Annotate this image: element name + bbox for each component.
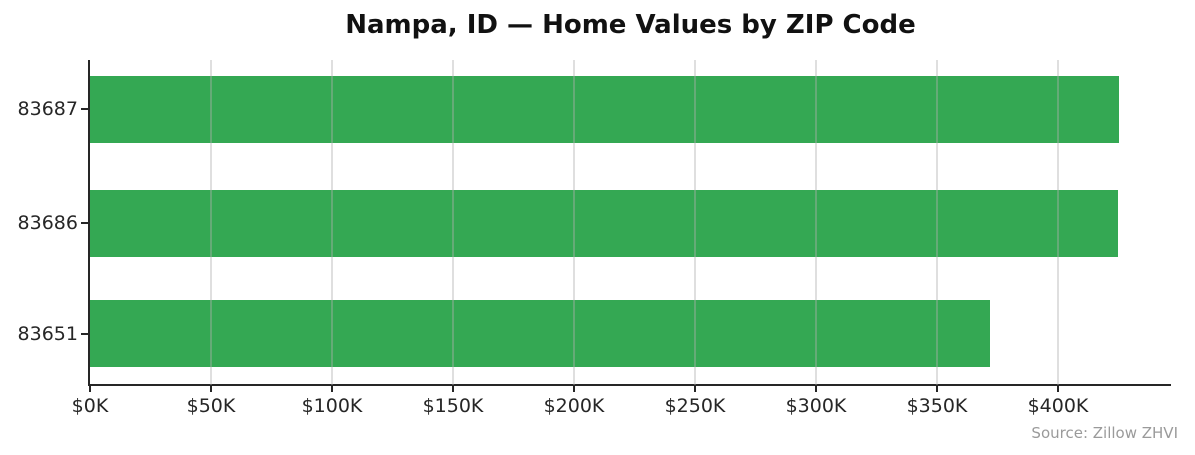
x-axis-tick-mark xyxy=(693,386,696,392)
x-axis-tick-label: $100K xyxy=(301,395,363,417)
x-axis-tick-label: $400K xyxy=(1027,395,1089,417)
x-axis-tick-mark xyxy=(209,386,212,392)
plot-area xyxy=(90,60,1171,385)
x-axis-tick-label: $300K xyxy=(785,395,847,417)
grid-line xyxy=(814,60,817,385)
y-axis-tick-mark xyxy=(81,222,88,225)
x-axis-spine xyxy=(88,384,1171,386)
bar-83686 xyxy=(90,189,1118,257)
x-axis-tick-label: $250K xyxy=(664,395,726,417)
x-axis-tick-mark xyxy=(1056,386,1059,392)
x-axis-tick-mark xyxy=(935,386,938,392)
grid-line xyxy=(209,60,212,385)
grid-line xyxy=(935,60,938,385)
bar-83687 xyxy=(90,75,1119,143)
x-axis-tick-mark xyxy=(451,386,454,392)
source-note: Source: Zillow ZHVI xyxy=(1031,424,1178,442)
x-axis-tick-label: $0K xyxy=(71,395,109,417)
y-axis-spine xyxy=(88,60,90,386)
x-axis-tick-label: $150K xyxy=(422,395,484,417)
x-axis-tick-label: $200K xyxy=(543,395,605,417)
grid-line xyxy=(330,60,333,385)
grid-line xyxy=(1056,60,1059,385)
grid-line xyxy=(693,60,696,385)
y-axis-tick-mark xyxy=(81,108,88,111)
x-axis-tick-label: $350K xyxy=(906,395,968,417)
y-axis-labels: 83687 83686 83651 xyxy=(0,60,78,385)
grid-line xyxy=(451,60,454,385)
x-axis-tick-label: $50K xyxy=(186,395,236,417)
y-axis-tick-label: 83686 xyxy=(17,212,78,235)
x-axis-tick-mark xyxy=(330,386,333,392)
x-axis: $0K $50K $100K $150K $200K $250K $300K $350K $40… xyxy=(72,386,1171,426)
x-axis-tick-mark xyxy=(89,386,91,392)
y-axis-tick-label: 83687 xyxy=(17,98,78,121)
x-axis-tick-mark xyxy=(814,386,817,392)
grid-line xyxy=(572,60,575,385)
bar-83651 xyxy=(90,300,990,368)
y-axis-tick-mark xyxy=(81,332,88,335)
x-axis-tick-mark xyxy=(572,386,575,392)
y-axis-tick-label: 83651 xyxy=(17,322,78,345)
chart-title: Nampa, ID — Home Values by ZIP Code xyxy=(345,10,916,40)
